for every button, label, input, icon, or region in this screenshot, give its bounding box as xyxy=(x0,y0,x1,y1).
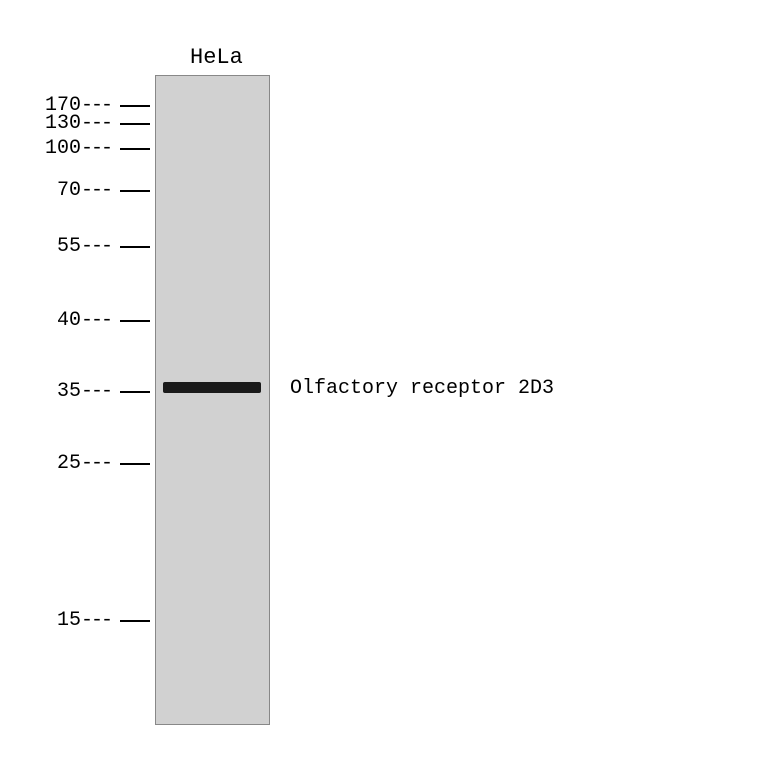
marker-tick xyxy=(120,190,150,192)
marker-label: 100 xyxy=(45,137,81,160)
marker-tick xyxy=(120,123,150,125)
band-label: Olfactory receptor 2D3 xyxy=(290,377,554,400)
marker-tick xyxy=(120,320,150,322)
marker-dashes: --- xyxy=(81,235,111,258)
marker-tick xyxy=(120,463,150,465)
marker-tick xyxy=(120,105,150,107)
marker-label: 70 xyxy=(57,179,81,202)
marker-dashes: --- xyxy=(81,309,111,332)
blot-lane xyxy=(155,75,270,725)
marker-label: 35 xyxy=(57,380,81,403)
marker-label: 130 xyxy=(45,112,81,135)
marker-label: 55 xyxy=(57,235,81,258)
marker-dashes: --- xyxy=(81,609,111,632)
marker-tick xyxy=(120,148,150,150)
marker-label: 40 xyxy=(57,309,81,332)
marker-tick xyxy=(120,620,150,622)
marker-label: 15 xyxy=(57,609,81,632)
marker-dashes: --- xyxy=(81,137,111,160)
marker-label: 25 xyxy=(57,452,81,475)
lane-label: HeLa xyxy=(190,45,243,70)
protein-band xyxy=(163,382,261,393)
marker-dashes: --- xyxy=(81,112,111,135)
marker-dashes: --- xyxy=(81,452,111,475)
marker-dashes: --- xyxy=(81,380,111,403)
marker-tick xyxy=(120,246,150,248)
marker-tick xyxy=(120,391,150,393)
marker-dashes: --- xyxy=(81,179,111,202)
